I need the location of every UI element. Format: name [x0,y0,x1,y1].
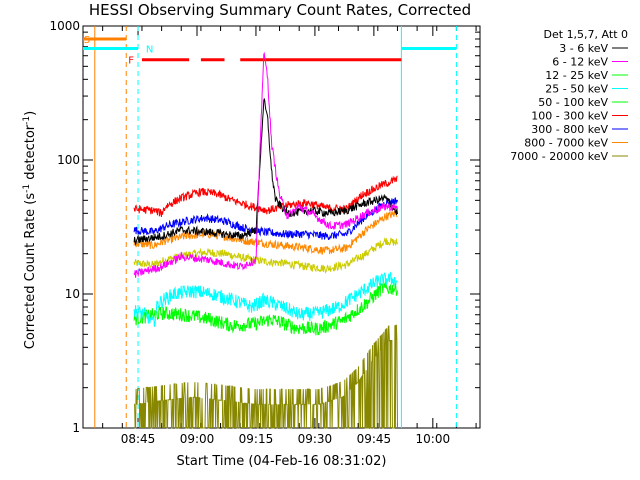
y-axis-label-sup1: -1 [21,183,32,193]
y-axis-label-sup2: -1 [21,115,32,125]
x-tick-label: 09:00 [180,432,215,446]
y-axis-label-end: ) [23,110,39,116]
legend-entry-label: 25 - 50 keV [545,83,608,96]
series-line [133,197,398,241]
y-tick-label: 1 [72,421,80,435]
x-tick-label: 09:15 [239,432,274,446]
flare-label: F [128,56,134,67]
x-tick-label: 10:00 [416,432,451,446]
legend-entry-label: 6 - 12 keV [552,56,608,69]
y-axis-label-main: Corrected Count Rate (s [23,192,39,350]
x-tick-label: 09:45 [357,432,392,446]
series-line [133,98,398,247]
legend-entry-label: 3 - 6 keV [559,42,608,55]
y-axis-label: Corrected Count Rate (s-1 detector-1) [22,111,38,349]
plot-frame [82,25,481,429]
night-label: N [146,44,153,55]
legend-entry-label: 12 - 25 keV [545,69,608,82]
legend-entry-label: 300 - 800 keV [531,123,608,136]
series-line [133,271,398,327]
y-tick-label: 10 [65,287,80,301]
legend-entry-label: 50 - 100 keV [538,96,608,109]
saa-label: S [84,35,90,46]
plot-area: 1 10 100 1000 08:45 09:00 09:15 09:30 09:45 10:00… [49,19,481,446]
y-tick-label: 100 [57,153,80,167]
y-tick-label: 1000 [49,19,80,33]
y-axis-label-wrap: Corrected Count Rate (s-1 detector-1) [20,60,40,400]
y-axis-label-mid: detector [23,124,39,184]
series-line [134,324,398,429]
series-line [133,175,398,217]
x-tick-label: 09:30 [298,432,333,446]
legend-header: Det 1,5,7, Att 0 [544,28,628,41]
legend-entry-label: 800 - 7000 keV [524,137,608,150]
series-line [133,210,398,255]
x-axis-label: Start Time (04-Feb-16 08:31:02) [176,454,387,469]
x-tick-label: 08:45 [121,432,156,446]
series-line [133,51,398,278]
chart-title: HESSI Observing Summary Count Rates, Cor… [88,1,472,19]
series-line [133,281,398,336]
legend-entry-label: 100 - 300 keV [531,110,608,123]
legend-entry-label: 7000 - 20000 keV [510,150,608,163]
